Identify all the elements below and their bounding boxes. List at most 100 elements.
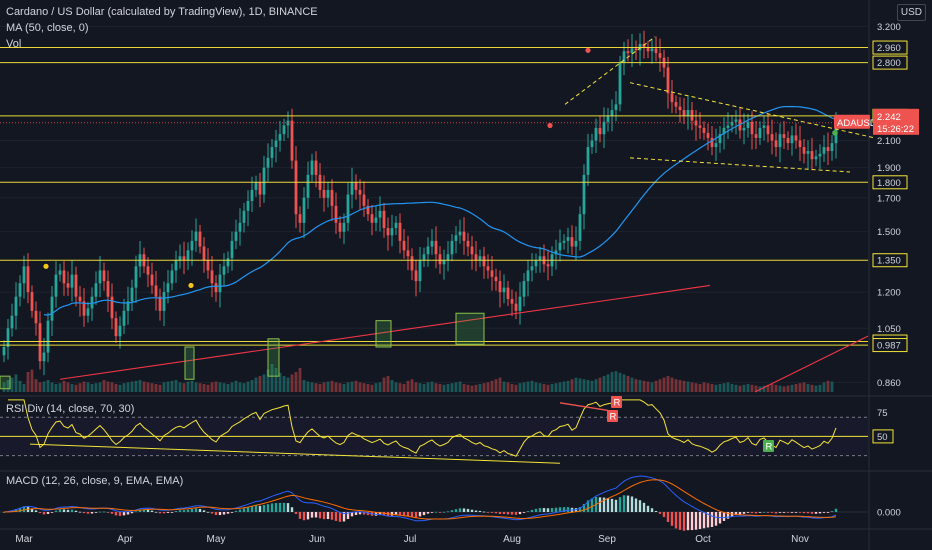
macd-histogram-bar bbox=[74, 510, 78, 512]
currency-label[interactable]: USD bbox=[896, 4, 926, 21]
macd-histogram-bar bbox=[142, 509, 146, 512]
candle-body bbox=[646, 47, 650, 52]
candle-body bbox=[622, 51, 626, 63]
volume-bar bbox=[566, 380, 570, 392]
candle-body bbox=[70, 274, 74, 288]
candle-body bbox=[678, 106, 682, 111]
volume-bar bbox=[194, 382, 198, 392]
macd-histogram-bar bbox=[826, 512, 830, 513]
volume-bar bbox=[34, 379, 38, 392]
candle-body bbox=[630, 48, 634, 54]
candle-body bbox=[74, 274, 78, 297]
macd-y-tick: 0.000 bbox=[877, 508, 901, 519]
macd-histogram-bar bbox=[90, 512, 94, 514]
volume-bar bbox=[2, 382, 6, 392]
macd-histogram-bar bbox=[346, 512, 350, 520]
chart-title-text: Cardano / US Dollar (calculated by Tradi… bbox=[6, 6, 318, 18]
volume-bar bbox=[726, 382, 730, 392]
volume-bar bbox=[262, 374, 266, 392]
candle-body bbox=[730, 121, 734, 126]
macd-histogram-bar bbox=[402, 512, 406, 516]
macd-histogram-bar bbox=[638, 500, 642, 512]
volume-bar bbox=[130, 381, 134, 392]
macd-histogram-bar bbox=[94, 512, 98, 513]
macd-histogram-bar bbox=[190, 509, 194, 512]
level-label: 0.987 bbox=[877, 341, 901, 352]
macd-histogram-bar bbox=[250, 505, 254, 512]
volume-bar bbox=[250, 380, 254, 392]
volume-bar bbox=[370, 384, 374, 392]
volume-bar bbox=[550, 384, 554, 392]
highlight-box bbox=[267, 338, 280, 377]
candle-body bbox=[690, 110, 694, 121]
candle-body bbox=[326, 189, 330, 198]
candle-body bbox=[50, 296, 54, 321]
volume-bar bbox=[186, 381, 190, 392]
candle-body bbox=[382, 210, 386, 229]
volume-bar bbox=[806, 384, 810, 392]
macd-histogram-bar bbox=[614, 499, 618, 512]
macd-histogram-bar bbox=[818, 512, 822, 514]
chart-title: Cardano / US Dollar (calculated by Tradi… bbox=[6, 6, 318, 18]
volume-bar bbox=[26, 372, 30, 392]
candle-body bbox=[406, 250, 410, 257]
volume-bar bbox=[762, 385, 766, 392]
ma-legend[interactable]: MA (50, close, 0) bbox=[6, 22, 89, 34]
candle-body bbox=[450, 240, 454, 255]
volume-bar bbox=[558, 382, 562, 392]
candle-body bbox=[390, 228, 394, 236]
macd-histogram-bar bbox=[510, 512, 514, 515]
volume-bar bbox=[486, 382, 490, 392]
volume-bar bbox=[610, 372, 614, 392]
candle-body bbox=[262, 167, 266, 195]
candle-body bbox=[154, 285, 158, 297]
candle-body bbox=[438, 254, 442, 265]
volume-bar bbox=[238, 382, 242, 392]
candle-body bbox=[522, 281, 526, 297]
candle-body bbox=[722, 127, 726, 135]
volume-bar bbox=[386, 376, 390, 392]
macd-histogram-bar bbox=[118, 512, 122, 516]
volume-bar bbox=[278, 372, 282, 392]
macd-histogram-bar bbox=[542, 508, 546, 512]
candle-body bbox=[242, 210, 246, 223]
macd-histogram-bar bbox=[46, 512, 50, 514]
macd-histogram-bar bbox=[434, 511, 438, 513]
candle-body bbox=[462, 231, 466, 241]
macd-legend[interactable]: MACD (12, 26, close, 9, EMA, EMA) bbox=[6, 475, 183, 487]
macd-histogram-bar bbox=[726, 512, 730, 519]
macd-histogram-bar bbox=[518, 512, 522, 515]
candle-body bbox=[778, 134, 782, 148]
volume-bar bbox=[782, 386, 786, 392]
candle-body bbox=[362, 194, 366, 206]
macd-histogram-bar bbox=[562, 507, 566, 512]
macd-histogram-bar bbox=[78, 511, 82, 513]
volume-bar bbox=[426, 382, 430, 392]
candle-body bbox=[306, 174, 310, 198]
volume-bar bbox=[822, 382, 826, 392]
candle-body bbox=[674, 102, 678, 107]
candle-body bbox=[790, 135, 794, 144]
level-label-box bbox=[872, 175, 908, 190]
macd-histogram-bar bbox=[450, 510, 454, 512]
macd-histogram-bar bbox=[622, 495, 626, 512]
macd-histogram-bar bbox=[310, 512, 314, 518]
candle-body bbox=[94, 283, 98, 297]
candle-body bbox=[470, 246, 474, 255]
rsi-legend[interactable]: RSI Div (14, close, 70, 30) bbox=[6, 403, 134, 415]
candle-body bbox=[478, 256, 482, 261]
volume-bar bbox=[410, 379, 414, 392]
vol-legend[interactable]: Vol bbox=[6, 38, 21, 50]
candle-body bbox=[182, 256, 186, 261]
volume-bar bbox=[798, 383, 802, 392]
candle-body bbox=[118, 325, 122, 337]
candle-body bbox=[274, 140, 278, 148]
macd-histogram-bar bbox=[426, 512, 430, 514]
macd-histogram-bar bbox=[34, 510, 38, 512]
candle-body bbox=[54, 274, 58, 297]
macd-histogram-bar bbox=[750, 512, 754, 514]
volume-bar bbox=[474, 384, 478, 392]
macd-histogram-bar bbox=[802, 512, 806, 514]
